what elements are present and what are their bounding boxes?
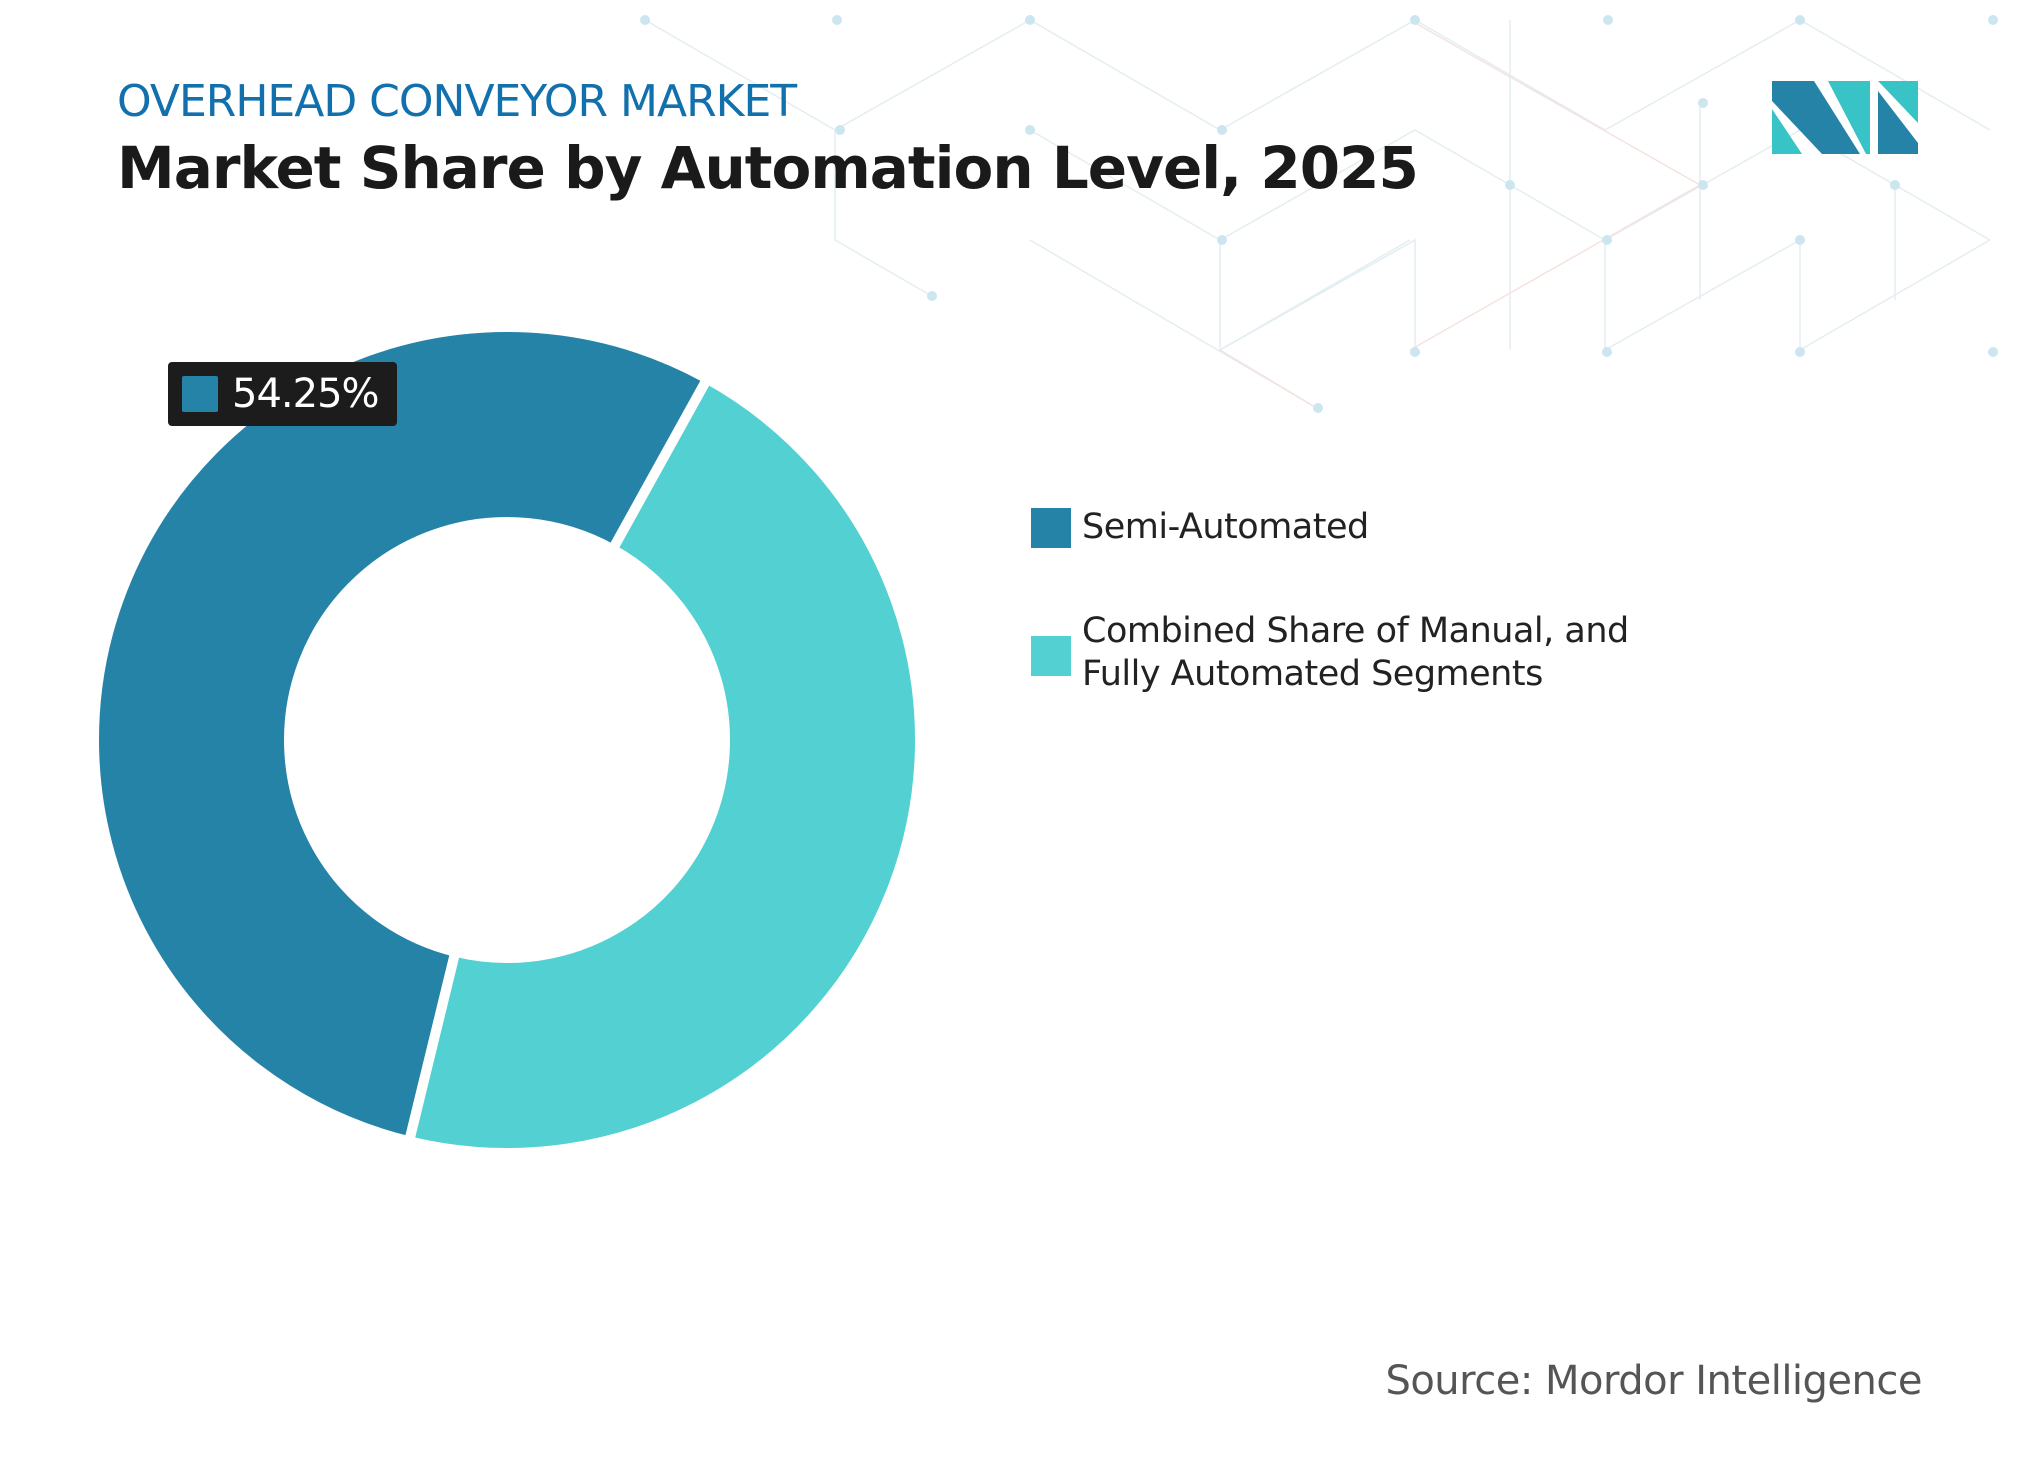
- legend-swatch: [1031, 636, 1071, 676]
- data-label-value: 54.25%: [232, 371, 380, 417]
- legend-swatch: [1031, 508, 1071, 548]
- chart-subtitle: OVERHEAD CONVEYOR MARKET: [117, 76, 797, 127]
- data-label-semi-automated: 54.25%: [168, 362, 397, 426]
- mordor-logo: [1772, 81, 1918, 154]
- data-label-swatch: [182, 376, 218, 412]
- chart-title: Market Share by Automation Level, 2025: [117, 134, 1419, 202]
- donut-slice-semi-automated: [89, 322, 715, 1148]
- donut-slice-combined: [403, 371, 925, 1158]
- legend-label: Semi-Automated: [1082, 507, 1369, 547]
- source-note: Source: Mordor Intelligence: [1385, 1358, 1922, 1404]
- legend-label: Combined Share of Manual, and Fully Auto…: [1082, 611, 1629, 694]
